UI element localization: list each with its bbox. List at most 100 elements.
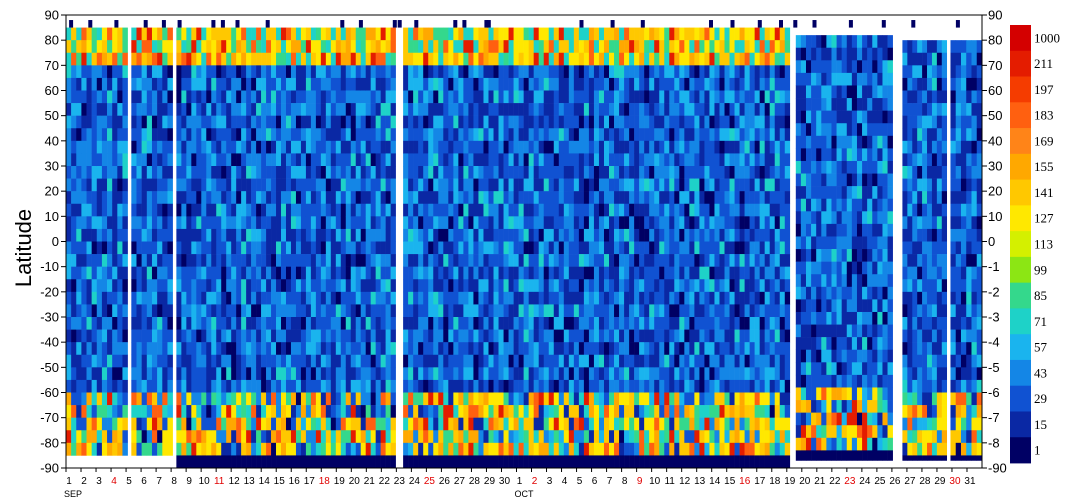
heatmap-cell [734,329,740,343]
heatmap-cell [654,279,660,293]
heatmap-cell [538,279,545,293]
heatmap-cell [122,367,128,381]
heatmap-cell [593,65,600,79]
heatmap-cell [300,442,307,456]
heatmap-cell [795,362,802,376]
heatmap-cell [413,153,419,167]
heatmap-cell [117,266,123,280]
heatmap-cell [76,228,82,242]
heatmap-cell [413,354,419,368]
heatmap-cell [493,241,499,255]
heatmap-cell [699,228,705,242]
heatmap-cell [629,442,635,456]
heatmap-cell [305,77,312,91]
heatmap-cell [729,266,735,280]
heatmap-cell [236,115,242,129]
heatmap-cell [593,279,600,293]
heatmap-cell [112,367,118,381]
heatmap-cell [759,379,765,393]
heatmap-cell [413,128,419,142]
heatmap-cell [433,405,439,418]
heatmap-cell [644,153,650,167]
heatmap-cell [558,317,565,330]
heatmap-cell [458,178,464,192]
heatmap-cell [488,342,494,356]
heatmap-cell [764,304,770,318]
heatmap-cell [669,27,675,41]
heatmap-cell [533,203,539,217]
heatmap-cell [629,153,635,167]
heatmap-cell [385,140,391,154]
heatmap-cell [300,254,307,267]
heatmap-cell [609,166,615,179]
heatmap-cell [335,90,342,104]
heatmap-cell [769,455,776,469]
heatmap-cell [241,291,247,305]
heatmap-cells [66,27,983,469]
heatmap-cell [96,317,103,330]
heatmap-cell [729,103,735,116]
heatmap-cell [659,140,665,154]
heatmap-cell [375,455,381,469]
heatmap-cell [603,191,610,205]
heatmap-cell [390,228,396,242]
heatmap-cell [423,354,429,368]
heatmap-cell [191,317,197,330]
heatmap-cell [71,103,77,116]
heatmap-cell [639,166,645,179]
heatmap-cell [335,417,342,431]
heatmap-cell [749,228,755,242]
heatmap-cell [548,228,555,242]
heatmap-cell [448,417,454,431]
heatmap-cell [355,77,362,91]
heatmap-cell [739,103,745,116]
heatmap-cell [251,166,257,179]
heatmap-cell [463,115,469,129]
heatmap-cell [206,216,212,230]
heatmap-cell [305,430,312,444]
heatmap-cell [563,367,570,381]
heatmap-cell [598,178,605,192]
heatmap-cell [360,216,367,230]
heatmap-cell [76,354,82,368]
heatmap-cell [112,140,118,154]
heatmap-cell [689,153,695,167]
heatmap-cell [251,153,257,167]
heatmap-cell [241,367,247,381]
heatmap-cell [107,228,113,242]
heatmap-cell [285,90,292,104]
heatmap-cell [380,103,386,116]
heatmap-cell [593,77,600,91]
heatmap-cell [704,379,710,393]
heatmap-cell [493,354,499,368]
heatmap-cell [769,405,776,418]
heatmap-cell [345,65,352,79]
heatmap-cell [709,178,715,192]
heatmap-cell [458,455,464,469]
heatmap-cell [96,329,103,343]
heatmap-cell [66,241,72,255]
heatmap-cell [523,367,529,381]
heatmap-cell [146,191,153,205]
heatmap-cell [295,140,302,154]
heatmap-cell [91,65,98,79]
heatmap-cell [117,27,123,41]
heatmap-cell [634,140,640,154]
heatmap-cell [734,442,740,456]
heatmap-cell [141,166,148,179]
heatmap-cell [744,166,750,179]
heatmap-cell [122,342,128,356]
heatmap-cell [629,329,635,343]
heatmap-cell [241,254,247,267]
heatmap-cell [81,367,87,381]
heatmap-cell [784,291,791,305]
heatmap-cell [764,191,770,205]
heatmap-cell [734,153,740,167]
heatmap-cell [453,430,459,444]
heatmap-cell [216,128,222,142]
heatmap-cell [186,379,192,393]
heatmap-cell [266,90,272,104]
heatmap-cell [300,115,307,129]
heatmap-cell [624,455,630,469]
heatmap-cell [508,405,514,418]
